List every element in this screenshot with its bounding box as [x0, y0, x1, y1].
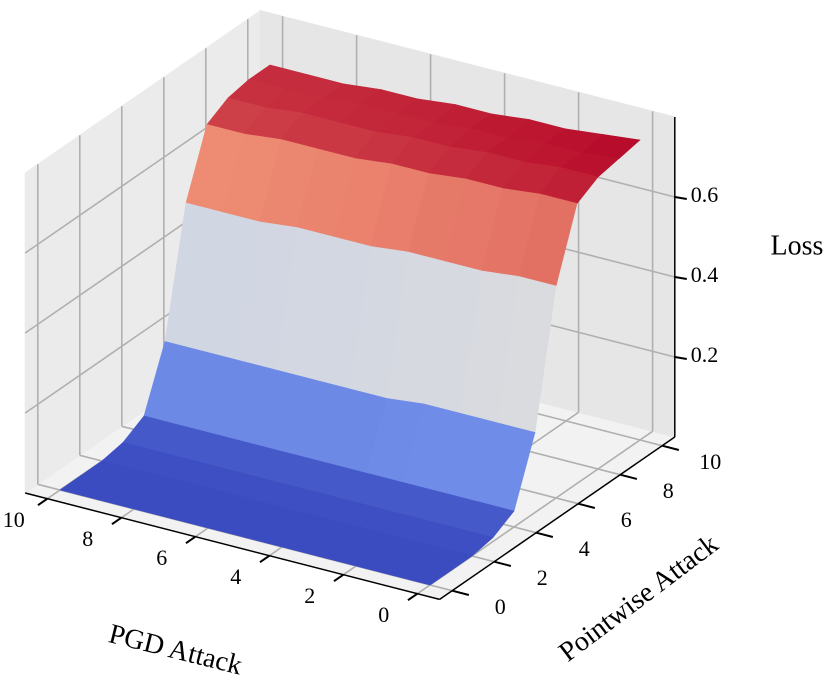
x-tick-label: 0: [378, 602, 389, 627]
surface-patch: [392, 560, 452, 586]
z-tick-label: 0.4: [691, 262, 719, 287]
tick-mark: [674, 196, 687, 200]
y-tick-label: 4: [579, 536, 590, 561]
tick-mark: [111, 516, 122, 526]
y-tick-label: 0: [495, 594, 506, 619]
tick-mark: [407, 592, 418, 602]
z-tick-label: 0.2: [691, 342, 719, 367]
tick-mark: [259, 554, 270, 564]
tick-mark: [535, 531, 554, 538]
x-tick-label: 2: [304, 583, 315, 608]
y-tick-label: 6: [621, 507, 632, 532]
tick-mark: [619, 473, 638, 480]
y-tick-label: 2: [537, 565, 548, 590]
x-tick-label: 10: [3, 507, 25, 532]
axes: 0 2 4 6 8 10 0 2 4 6 8 10 0.2 0.4 0.6: [3, 117, 721, 627]
tick-mark: [451, 589, 470, 596]
z-tick-label: 0.6: [691, 182, 719, 207]
y-tick-label: 10: [699, 449, 721, 474]
x-tick-label: 8: [82, 526, 93, 551]
y-tick-label: 8: [663, 478, 674, 503]
x-axis-label: PGD Attack: [106, 618, 246, 681]
tick-mark: [577, 502, 596, 509]
tick-mark: [333, 573, 344, 583]
tick-mark: [37, 497, 48, 507]
x-axis-line: [25, 492, 440, 601]
tick-mark: [493, 560, 512, 567]
tick-mark: [674, 276, 687, 280]
tick-mark: [661, 444, 680, 451]
tick-mark: [185, 535, 196, 545]
x-tick-label: 6: [156, 545, 167, 570]
surface: [59, 64, 641, 586]
tick-mark: [674, 356, 687, 360]
z-axis-label: Loss: [771, 230, 824, 261]
x-tick-label: 4: [230, 564, 241, 589]
y-axis-line: [439, 436, 676, 601]
